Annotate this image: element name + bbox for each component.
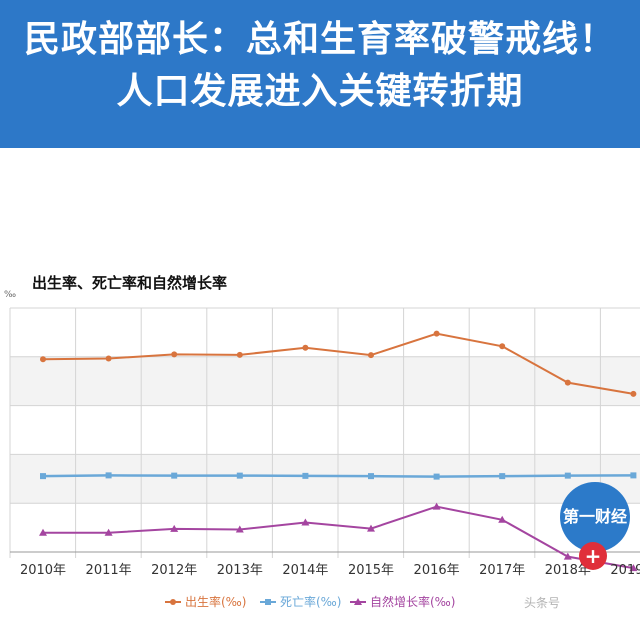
legend-marker — [354, 598, 362, 605]
birth-rate-point — [368, 352, 374, 359]
headline-line-1: 民政部部长：总和生育率破警戒线！ — [23, 19, 616, 60]
death-rate-point — [630, 472, 637, 479]
natural-growth-rate-point — [170, 524, 179, 532]
birth-rate-point — [171, 351, 178, 358]
natural-growth-rate-point — [39, 528, 47, 536]
natural-growth-rate-point — [301, 518, 310, 526]
birth-rate-point — [302, 344, 309, 351]
media-logo-badge: 第一财经 — [560, 482, 630, 552]
death-rate-point — [171, 472, 178, 479]
legend-marker — [265, 599, 271, 605]
natural-growth-rate-point — [104, 528, 113, 536]
legend-marker — [170, 599, 176, 605]
x-tick-label: 2010年 — [20, 563, 66, 578]
death-rate-point — [40, 473, 46, 480]
x-tick-label: 2015年 — [348, 563, 394, 578]
death-rate-point — [433, 473, 440, 480]
y-axis-unit: ‰ — [4, 290, 17, 300]
natural-growth-rate-point — [498, 515, 507, 523]
death-rate-point — [236, 472, 243, 479]
birth-rate-line — [42, 332, 634, 395]
x-tick-label: 2018年 — [545, 563, 591, 578]
birth-rate-point — [630, 390, 637, 397]
death-rate-point — [499, 473, 506, 480]
legend-label: 死亡率(‰) — [280, 594, 341, 609]
add-button[interactable]: + — [579, 542, 607, 570]
x-tick-label: 2019年 — [610, 563, 640, 578]
x-tick-label: 2017年 — [479, 563, 525, 578]
death-rate-point — [368, 473, 374, 480]
birth-rate-point — [105, 355, 112, 362]
birth-rate-point — [564, 379, 571, 386]
death-rate-point — [302, 472, 309, 479]
natural-growth-rate-point — [629, 564, 638, 572]
natural-growth-rate-point — [432, 502, 441, 510]
natural-growth-rate-point — [367, 524, 375, 532]
x-tick-label: 2013年 — [217, 563, 263, 578]
headline-line-2: 人口发展进入关键转折期 — [116, 71, 524, 112]
birth-rate-point — [499, 343, 506, 350]
watermark-text: 头条号 — [524, 596, 561, 610]
grid-band — [10, 356, 640, 406]
death-rate-point — [105, 472, 112, 479]
grid-band — [10, 454, 640, 504]
natural-growth-rate-point — [563, 552, 572, 560]
x-tick-label: 2011年 — [86, 563, 132, 578]
x-tick-label: 2016年 — [414, 563, 460, 578]
birth-rate-point — [40, 356, 46, 363]
death-rate-line — [42, 474, 634, 478]
birth-rate-point — [433, 330, 440, 337]
death-rate-point — [564, 472, 571, 479]
chart-title: 出生率、死亡率和自然增长率 — [32, 274, 228, 292]
legend-label: 出生率(‰) — [185, 594, 246, 609]
natural-growth-rate-line — [43, 505, 634, 570]
x-tick-label: 2012年 — [151, 563, 197, 578]
legend-label: 自然增长率(‰) — [370, 594, 455, 609]
natural-growth-rate-point — [235, 525, 244, 533]
header-banner: 民政部部长：总和生育率破警戒线！ 人口发展进入关键转折期 — [0, 0, 640, 148]
x-tick-label: 2014年 — [282, 563, 328, 578]
birth-rate-point — [236, 351, 243, 358]
